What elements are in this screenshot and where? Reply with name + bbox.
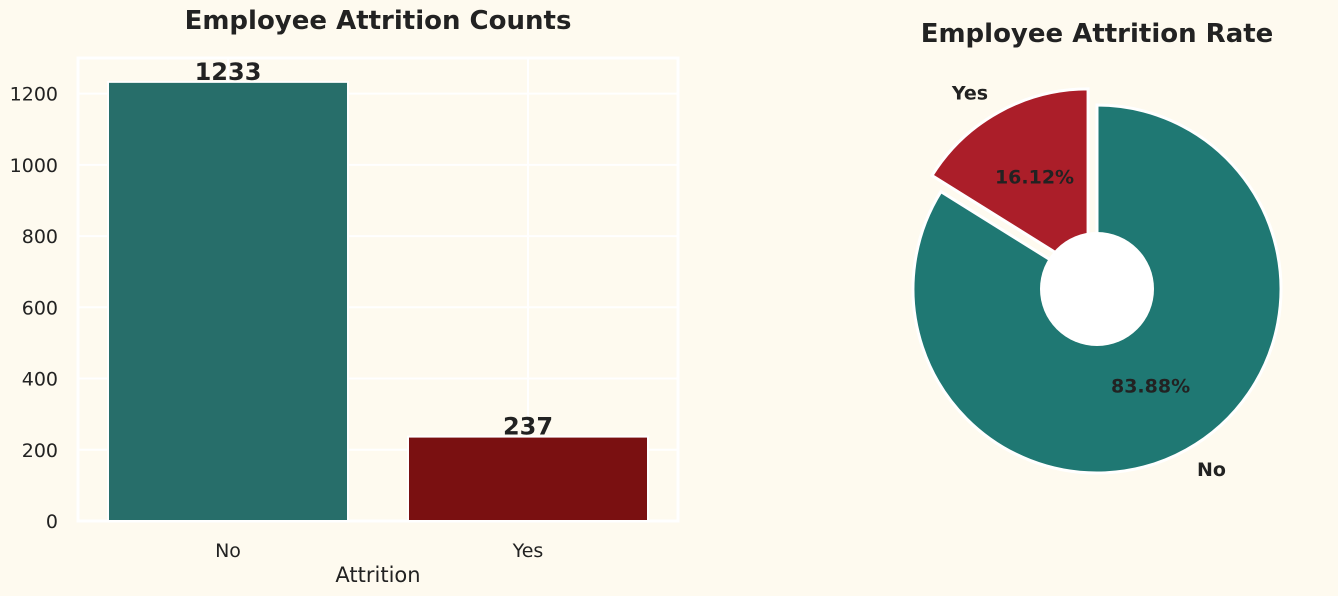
x-tick-label: Yes: [512, 540, 544, 562]
x-tick-label: No: [215, 540, 241, 562]
pie-category-label: No: [1197, 459, 1226, 481]
y-tick-label: 600: [22, 297, 58, 319]
pie-percent-label: 16.12%: [995, 166, 1074, 188]
x-axis-label: Attrition: [335, 563, 420, 587]
pie-category-label: Yes: [951, 83, 988, 105]
y-tick-label: 0: [46, 511, 58, 533]
bar-yes: [407, 435, 649, 523]
bar-value-label: 237: [503, 413, 553, 441]
donut-hole: [1040, 232, 1154, 346]
bar-value-label: 1233: [195, 58, 262, 86]
y-tick-label: 200: [22, 440, 58, 462]
y-tick-label: 400: [22, 369, 58, 391]
y-tick-label: 800: [22, 226, 58, 248]
pie-slice-yes: [929, 87, 1090, 276]
y-tick-label: 1200: [10, 84, 58, 106]
pie-chart-title: Employee Attrition Rate: [920, 19, 1274, 49]
bar-chart-title: Employee Attrition Counts: [184, 6, 572, 36]
bar-no: [107, 80, 349, 522]
pie-percent-label: 83.88%: [1111, 376, 1190, 398]
y-tick-label: 1000: [10, 155, 58, 177]
